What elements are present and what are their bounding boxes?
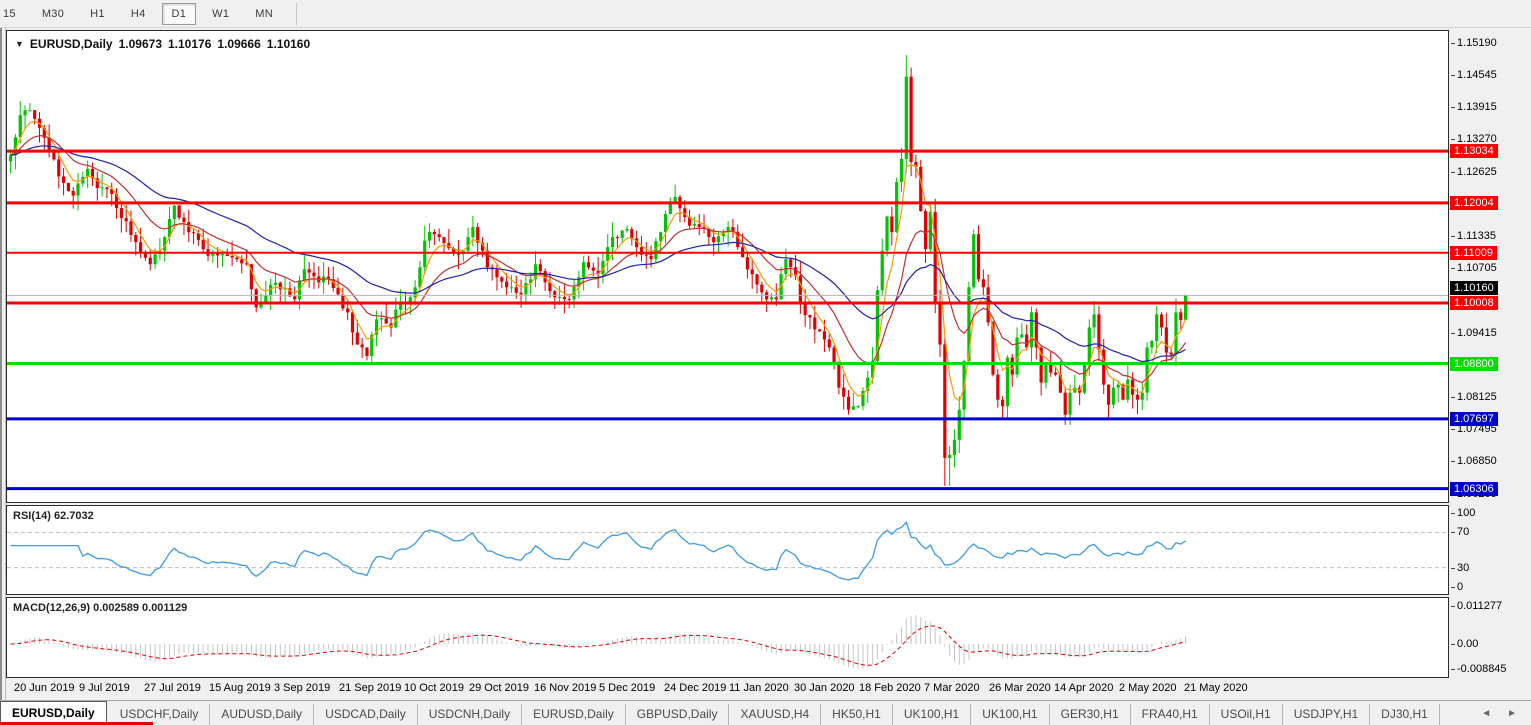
date-label: 24 Dec 2019 bbox=[664, 682, 727, 694]
date-label: 7 Mar 2020 bbox=[924, 682, 980, 694]
chart-tab-usdjpy-h1[interactable]: USDJPY,H1 bbox=[1283, 704, 1371, 725]
chart-tab-eurusd-daily[interactable]: EURUSD,Daily bbox=[0, 701, 107, 725]
price-tick: 1.08125 bbox=[1451, 391, 1497, 404]
timeframe-button-h1[interactable]: H1 bbox=[90, 7, 105, 20]
candlestick-chart[interactable] bbox=[7, 31, 1448, 502]
window-left-edge bbox=[0, 28, 6, 700]
level-price-badge: 1.13034 bbox=[1450, 144, 1498, 159]
date-label: 16 Nov 2019 bbox=[534, 682, 597, 694]
price-axis[interactable]: 1.15190 1.14545 1.13915 1.13270 1.12625 1.113… bbox=[1449, 30, 1531, 503]
price-tick: 1.14545 bbox=[1451, 69, 1497, 82]
timeframe-button-15[interactable]: 15 bbox=[3, 7, 16, 20]
rsi-scale-label: 0 bbox=[1450, 581, 1464, 593]
timeframe-button-h4[interactable]: H4 bbox=[130, 7, 146, 20]
chart-tab-hk50-h1[interactable]: HK50,H1 bbox=[821, 704, 893, 725]
chart-symbol-label: EURUSD,Daily bbox=[29, 37, 113, 51]
macd-scale-label: 0.00 bbox=[1450, 638, 1479, 650]
level-price-badge: 1.12004 bbox=[1450, 195, 1498, 210]
price-tick: 1.13915 bbox=[1451, 100, 1497, 113]
price-tick: 1.06850 bbox=[1451, 455, 1497, 468]
level-price-badge: 1.08800 bbox=[1450, 356, 1498, 371]
date-label: 10 Oct 2019 bbox=[404, 682, 464, 694]
date-label: 26 Mar 2020 bbox=[989, 682, 1051, 694]
price-tick: 1.09415 bbox=[1451, 326, 1497, 339]
price-tick: 1.13270 bbox=[1451, 133, 1497, 146]
date-label: 29 Oct 2019 bbox=[469, 682, 529, 694]
tab-scroll-left-icon[interactable]: ◄ bbox=[1481, 708, 1492, 719]
date-label: 15 Aug 2019 bbox=[209, 682, 271, 694]
rsi-scale-label: 30 bbox=[1450, 561, 1470, 574]
active-tab-underline bbox=[0, 722, 153, 725]
level-price-badge: 1.11009 bbox=[1450, 245, 1497, 260]
price-tick: 1.12625 bbox=[1451, 165, 1497, 178]
chart-tab-gbpusd-daily[interactable]: GBPUSD,Daily bbox=[626, 704, 730, 725]
chart-tab-usdcad-daily[interactable]: USDCAD,Daily bbox=[314, 704, 418, 725]
date-label: 21 Sep 2019 bbox=[339, 682, 402, 694]
date-label: 2 May 2020 bbox=[1119, 682, 1177, 694]
date-label: 9 Jul 2019 bbox=[79, 682, 130, 694]
chart-tab-usdcnh-daily[interactable]: USDCNH,Daily bbox=[418, 704, 523, 725]
macd-scale-label: -0.008845 bbox=[1451, 663, 1507, 675]
timeframe-button-mn[interactable]: MN bbox=[255, 7, 273, 20]
chart-tab-dj30-h1[interactable]: DJ30,H1 bbox=[1370, 704, 1440, 725]
date-label: 20 Jun 2019 bbox=[14, 682, 75, 694]
macd-panel[interactable]: MACD(12,26,9) 0.002589 0.001129 bbox=[6, 597, 1449, 678]
rsi-axis: 100 70 30 0 bbox=[1449, 505, 1531, 595]
rsi-scale-label: 70 bbox=[1450, 526, 1470, 539]
toolbar-separator bbox=[296, 2, 297, 25]
rsi-scale-label: 100 bbox=[1450, 507, 1476, 519]
timeframe-toolbar: 15 M30 H1 H4 D1 W1 MN bbox=[0, 0, 1531, 28]
date-label: 14 Apr 2020 bbox=[1054, 682, 1114, 694]
date-label: 30 Jan 2020 bbox=[794, 682, 855, 694]
level-price-badge: 1.06306 bbox=[1450, 481, 1498, 496]
chart-tab-usdchf-daily[interactable]: USDCHF,Daily bbox=[109, 704, 211, 725]
chart-tab-ger30-h1[interactable]: GER30,H1 bbox=[1050, 704, 1131, 725]
rsi-panel[interactable]: RSI(14) 62.7032 bbox=[6, 505, 1449, 595]
chart-tab-audusd-daily[interactable]: AUDUSD,Daily bbox=[210, 704, 315, 725]
price-tick: 1.15190 bbox=[1451, 37, 1497, 50]
ohlc-low: 1.09666 bbox=[217, 37, 261, 51]
chart-tab-uk100-h1[interactable]: UK100,H1 bbox=[971, 704, 1050, 725]
price-tick: 1.11335 bbox=[1451, 230, 1496, 243]
level-price-badge: 1.07697 bbox=[1450, 411, 1498, 426]
chart-dropdown-icon[interactable]: ▼ bbox=[15, 39, 24, 49]
timeframe-button-w1[interactable]: W1 bbox=[212, 7, 230, 20]
date-label: 3 Sep 2019 bbox=[274, 682, 331, 694]
date-label: 18 Feb 2020 bbox=[859, 682, 921, 694]
timeframe-button-m30[interactable]: M30 bbox=[41, 7, 65, 20]
date-label: 5 Dec 2019 bbox=[599, 682, 656, 694]
macd-scale-label: 0.011277 bbox=[1450, 600, 1503, 613]
price-tick: 1.07495 bbox=[1451, 423, 1497, 436]
date-label: 21 May 2020 bbox=[1184, 682, 1248, 694]
chart-tab-bar: EURUSD,Daily USDCHF,Daily AUDUSD,Daily USDC… bbox=[0, 700, 1531, 725]
ohlc-high: 1.10176 bbox=[168, 37, 212, 51]
chart-tab-uk100-h1[interactable]: UK100,H1 bbox=[893, 704, 972, 725]
main-chart-panel[interactable]: ▼ EURUSD,Daily 1.09673 1.10176 1.09666 1… bbox=[6, 30, 1449, 503]
date-label: 11 Jan 2020 bbox=[729, 682, 789, 694]
ohlc-close: 1.10160 bbox=[266, 37, 311, 51]
rsi-chart[interactable] bbox=[7, 506, 1448, 594]
date-axis[interactable]: 20 Jun 2019 9 Jul 2019 27 Jul 2019 15 Aug 2… bbox=[6, 679, 1449, 700]
chart-tab-xauusd-h4[interactable]: XAUUSD,H4 bbox=[729, 704, 822, 725]
chart-tab-fra40-h1[interactable]: FRA40,H1 bbox=[1131, 704, 1210, 725]
chart-header: ▼ EURUSD,Daily 1.09673 1.10176 1.09666 1… bbox=[15, 37, 310, 51]
macd-axis: 0.011277 0.00 -0.008845 bbox=[1449, 597, 1531, 678]
tab-scroll-right-icon[interactable]: ► bbox=[1507, 708, 1517, 719]
current-price-badge: 1.10160 bbox=[1450, 281, 1498, 296]
macd-label: MACD(12,26,9) 0.002589 0.001129 bbox=[13, 602, 188, 614]
rsi-label: RSI(14) 62.7032 bbox=[13, 510, 94, 522]
chart-tab-eurusd-daily[interactable]: EURUSD,Daily bbox=[522, 704, 626, 725]
price-tick: 1.10705 bbox=[1451, 262, 1497, 274]
ohlc-open: 1.09673 bbox=[118, 37, 162, 51]
chart-tab-usoil-h1[interactable]: USOil,H1 bbox=[1210, 704, 1283, 725]
date-label: 27 Jul 2019 bbox=[144, 682, 201, 694]
tab-scroll-controls: ◄ ► bbox=[1481, 708, 1531, 725]
level-price-badge: 1.10008 bbox=[1450, 295, 1498, 310]
timeframe-button-d1[interactable]: D1 bbox=[161, 2, 197, 25]
macd-chart[interactable] bbox=[7, 598, 1448, 677]
